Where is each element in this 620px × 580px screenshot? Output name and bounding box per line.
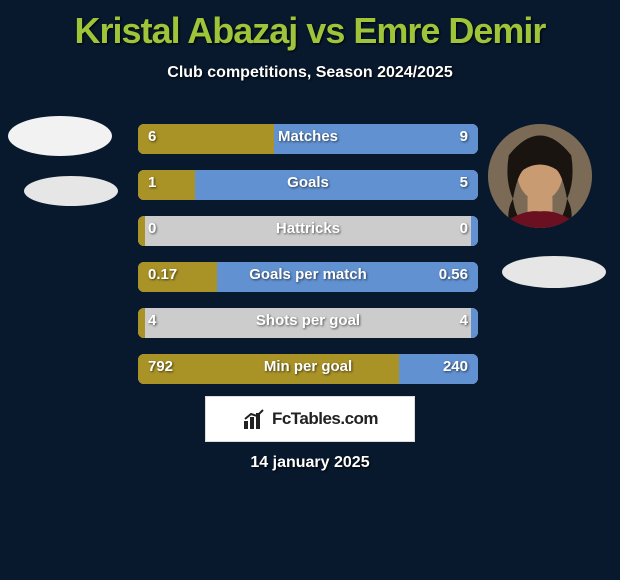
stat-value-left: 1: [148, 174, 156, 191]
stat-label: Matches: [138, 128, 478, 145]
fctables-logo-icon: [242, 407, 266, 431]
player-right-avatar: [488, 124, 592, 228]
player-left-avatar: [8, 116, 112, 156]
stat-value-left: 792: [148, 358, 173, 375]
stat-value-left: 4: [148, 312, 156, 329]
stat-label: Hattricks: [138, 220, 478, 237]
date-label: 14 january 2025: [0, 454, 620, 472]
player-right-shadow: [502, 256, 606, 288]
stat-value-right: 5: [460, 174, 468, 191]
fctables-badge-text: FcTables.com: [272, 409, 378, 429]
subtitle: Club competitions, Season 2024/2025: [0, 64, 620, 82]
stat-value-right: 9: [460, 128, 468, 145]
stat-value-left: 0: [148, 220, 156, 237]
stat-label: Goals per match: [138, 266, 478, 283]
stat-row: Shots per goal4 4: [138, 308, 478, 338]
stat-value-right: 0.56: [439, 266, 468, 283]
stat-label: Shots per goal: [138, 312, 478, 329]
stat-value-right: 240: [443, 358, 468, 375]
fctables-badge[interactable]: FcTables.com: [205, 396, 415, 442]
stat-row: Goals1 5: [138, 170, 478, 200]
stat-row: Hattricks0 0: [138, 216, 478, 246]
page-title: Kristal Abazaj vs Emre Demir: [0, 0, 620, 52]
stat-row: Goals per match0.17 0.56: [138, 262, 478, 292]
comparison-bars: Matches6 9 Goals1 5 Hattricks0 0 Goals per mat…: [138, 124, 478, 400]
stat-label: Min per goal: [138, 358, 478, 375]
stat-value-left: 0.17: [148, 266, 177, 283]
player-left-shadow: [24, 176, 118, 206]
stat-row: Matches6 9: [138, 124, 478, 154]
stat-label: Goals: [138, 174, 478, 191]
stat-value-left: 6: [148, 128, 156, 145]
stat-value-right: 0: [460, 220, 468, 237]
stat-row: Min per goal792 240: [138, 354, 478, 384]
stat-value-right: 4: [460, 312, 468, 329]
